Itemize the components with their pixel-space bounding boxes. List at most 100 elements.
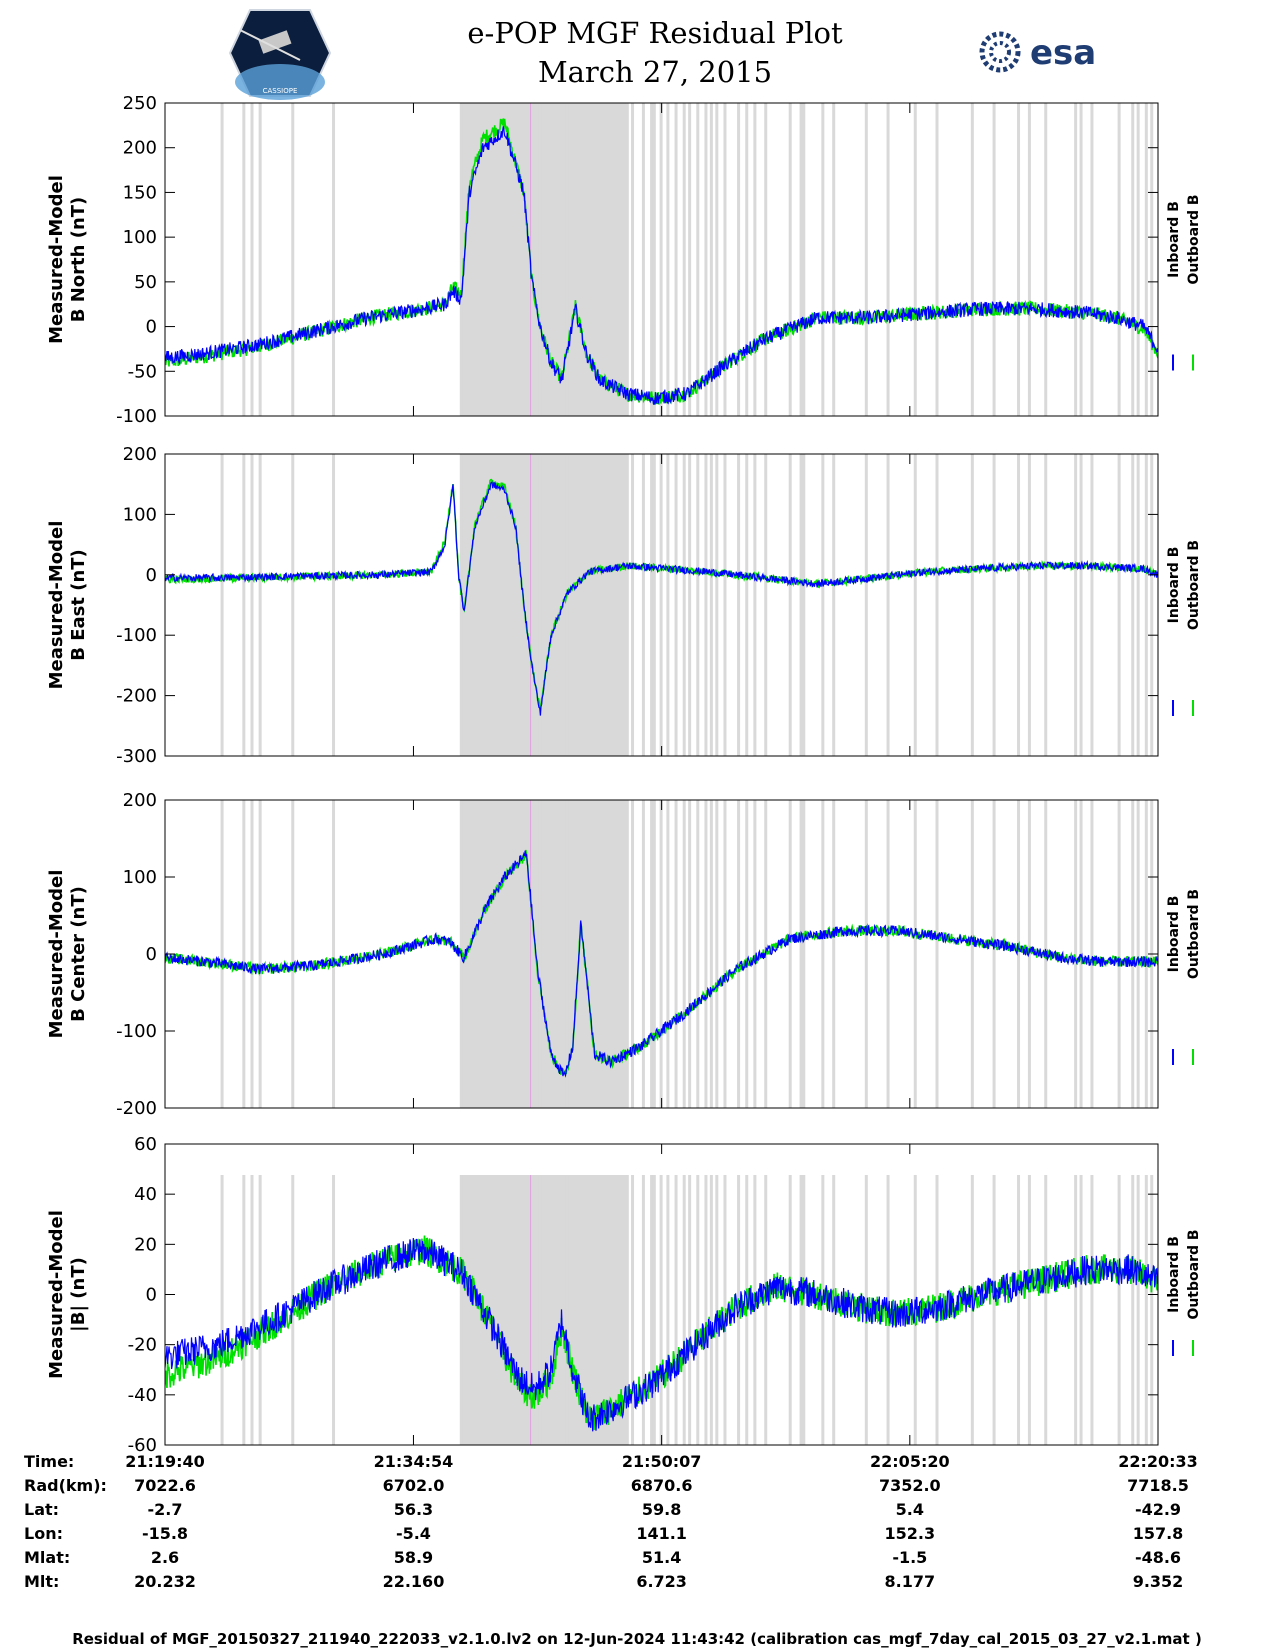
series-inboard [165, 126, 1158, 405]
panel-1: -100 -50 0 50 100 150 200 250 Measured-ModelB No… [46, 93, 1202, 427]
footer-caption: Residual of MGF_20150327_211940_222033_v… [72, 1630, 1202, 1648]
plot-date: March 27, 2015 [538, 55, 772, 89]
esa-logo-text: esa [1030, 33, 1096, 73]
info-row-value: 6870.6 [631, 1476, 693, 1495]
info-row-label: Lat: [24, 1500, 59, 1519]
info-row-label: Rad(km): [24, 1476, 107, 1495]
y-tick-label: 150 [123, 182, 157, 203]
series-inboard [165, 850, 1158, 1078]
y-tick-label: -200 [116, 686, 157, 707]
y-tick-label: 60 [134, 1134, 157, 1155]
info-row-value: 157.8 [1133, 1524, 1184, 1543]
info-row-value: 2.6 [151, 1548, 179, 1567]
info-row-value: 152.3 [885, 1524, 936, 1543]
y-axis-label: Measured-ModelB East (nT) [46, 521, 89, 690]
legend-outboard-label: Outboard B [1186, 889, 1202, 979]
legend-inboard-label: Inboard B [1166, 1236, 1182, 1313]
info-row-value: 20.232 [134, 1572, 196, 1591]
cassiope-logo-text: CASSIOPE [263, 87, 298, 95]
info-row-value: 22.160 [383, 1572, 445, 1591]
y-tick-label: 250 [123, 93, 157, 114]
y-tick-label: 100 [123, 227, 157, 248]
series-inboard [165, 481, 1158, 716]
y-tick-label: 0 [146, 565, 157, 586]
shaded-region [461, 454, 629, 756]
info-row-value: 22:05:20 [870, 1452, 950, 1471]
y-tick-label: -60 [128, 1435, 157, 1456]
info-row-value: 59.8 [642, 1500, 681, 1519]
panel-2: -300 -200 -100 0 100 200 Measured-ModelB East … [46, 444, 1202, 767]
y-axis-label: Measured-Model|B| (nT) [46, 1210, 89, 1379]
y-axis-label-line2: B East (nT) [68, 549, 89, 661]
esa-logo: esa [979, 31, 1096, 73]
info-row-value: 51.4 [642, 1548, 681, 1567]
info-row-value: 8.177 [885, 1572, 936, 1591]
info-row-value: 141.1 [636, 1524, 687, 1543]
y-tick-label: 50 [134, 272, 157, 293]
y-tick-label: 100 [123, 867, 157, 888]
series-outboard [165, 118, 1158, 405]
info-row-label: Mlat: [24, 1548, 70, 1567]
plot-title: e-POP MGF Residual Plot [467, 16, 843, 50]
info-row-value: 6.723 [636, 1572, 687, 1591]
y-axis-label-line2: |B| (nT) [68, 1257, 89, 1332]
shaded-region [461, 103, 629, 416]
info-row-value: 21:50:07 [622, 1452, 702, 1471]
y-axis-label-line2: B Center (nT) [68, 886, 89, 1022]
info-row-value: 6702.0 [383, 1476, 445, 1495]
info-row-value: 56.3 [394, 1500, 433, 1519]
info-row-value: 7022.6 [134, 1476, 196, 1495]
y-tick-label: -200 [116, 1098, 157, 1119]
info-row-value: 7352.0 [879, 1476, 941, 1495]
panel-4: -60 -40 -20 0 20 40 60 Measured-Model|B| (nT) In… [46, 1134, 1202, 1456]
y-axis-label-line2: B North (nT) [68, 197, 89, 323]
info-row-value: -5.4 [396, 1524, 431, 1543]
legend-inboard-label: Inboard B [1166, 201, 1182, 278]
y-tick-label: 0 [146, 317, 157, 338]
legend-outboard-label: Outboard B [1186, 540, 1202, 630]
y-tick-label: -20 [128, 1335, 157, 1356]
info-row-value: 9.352 [1133, 1572, 1184, 1591]
info-row-value: -42.9 [1135, 1500, 1181, 1519]
y-axis-label: Measured-ModelB North (nT) [46, 175, 89, 344]
y-tick-label: -100 [116, 625, 157, 646]
y-tick-label: -300 [116, 746, 157, 767]
y-axis-label-line1: Measured-Model [46, 175, 67, 344]
panel-3: -200 -100 0 100 200 Measured-ModelB Center (n… [46, 790, 1202, 1119]
legend-outboard-label: Outboard B [1186, 1229, 1202, 1319]
info-row-label: Mlt: [24, 1572, 59, 1591]
info-row-value: -15.8 [142, 1524, 188, 1543]
info-row-label: Lon: [24, 1524, 63, 1543]
y-tick-label: 200 [123, 790, 157, 811]
y-tick-label: 0 [146, 944, 157, 965]
y-tick-label: 0 [146, 1285, 157, 1306]
legend-outboard-label: Outboard B [1186, 194, 1202, 284]
info-row-value: -1.5 [892, 1548, 927, 1567]
info-row-value: 22:20:33 [1118, 1452, 1198, 1471]
y-tick-label: -100 [116, 1021, 157, 1042]
cassiope-logo: CASSIOPE [228, 9, 332, 100]
legend-inboard-label: Inboard B [1166, 547, 1182, 624]
legend-inboard-label: Inboard B [1166, 896, 1182, 973]
y-axis-label-line1: Measured-Model [46, 870, 67, 1039]
y-tick-label: -50 [128, 361, 157, 382]
info-row-value: 58.9 [394, 1548, 433, 1567]
series-inboard [165, 1237, 1158, 1432]
info-row-value: -48.6 [1135, 1548, 1181, 1567]
y-tick-label: 20 [134, 1234, 157, 1255]
y-axis-label-line1: Measured-Model [46, 1210, 67, 1379]
info-row-value: -2.7 [148, 1500, 183, 1519]
y-axis-label: Measured-ModelB Center (nT) [46, 870, 89, 1039]
info-row-label: Time: [24, 1452, 74, 1471]
y-tick-label: 40 [134, 1184, 157, 1205]
info-row-value: 7718.5 [1127, 1476, 1189, 1495]
y-tick-label: 200 [123, 138, 157, 159]
y-tick-label: 200 [123, 444, 157, 465]
y-axis-label-line1: Measured-Model [46, 521, 67, 690]
info-row-value: 21:19:40 [125, 1452, 205, 1471]
y-tick-label: -40 [128, 1385, 157, 1406]
y-tick-label: -100 [116, 406, 157, 427]
info-row-value: 5.4 [896, 1500, 924, 1519]
y-tick-label: 100 [123, 504, 157, 525]
